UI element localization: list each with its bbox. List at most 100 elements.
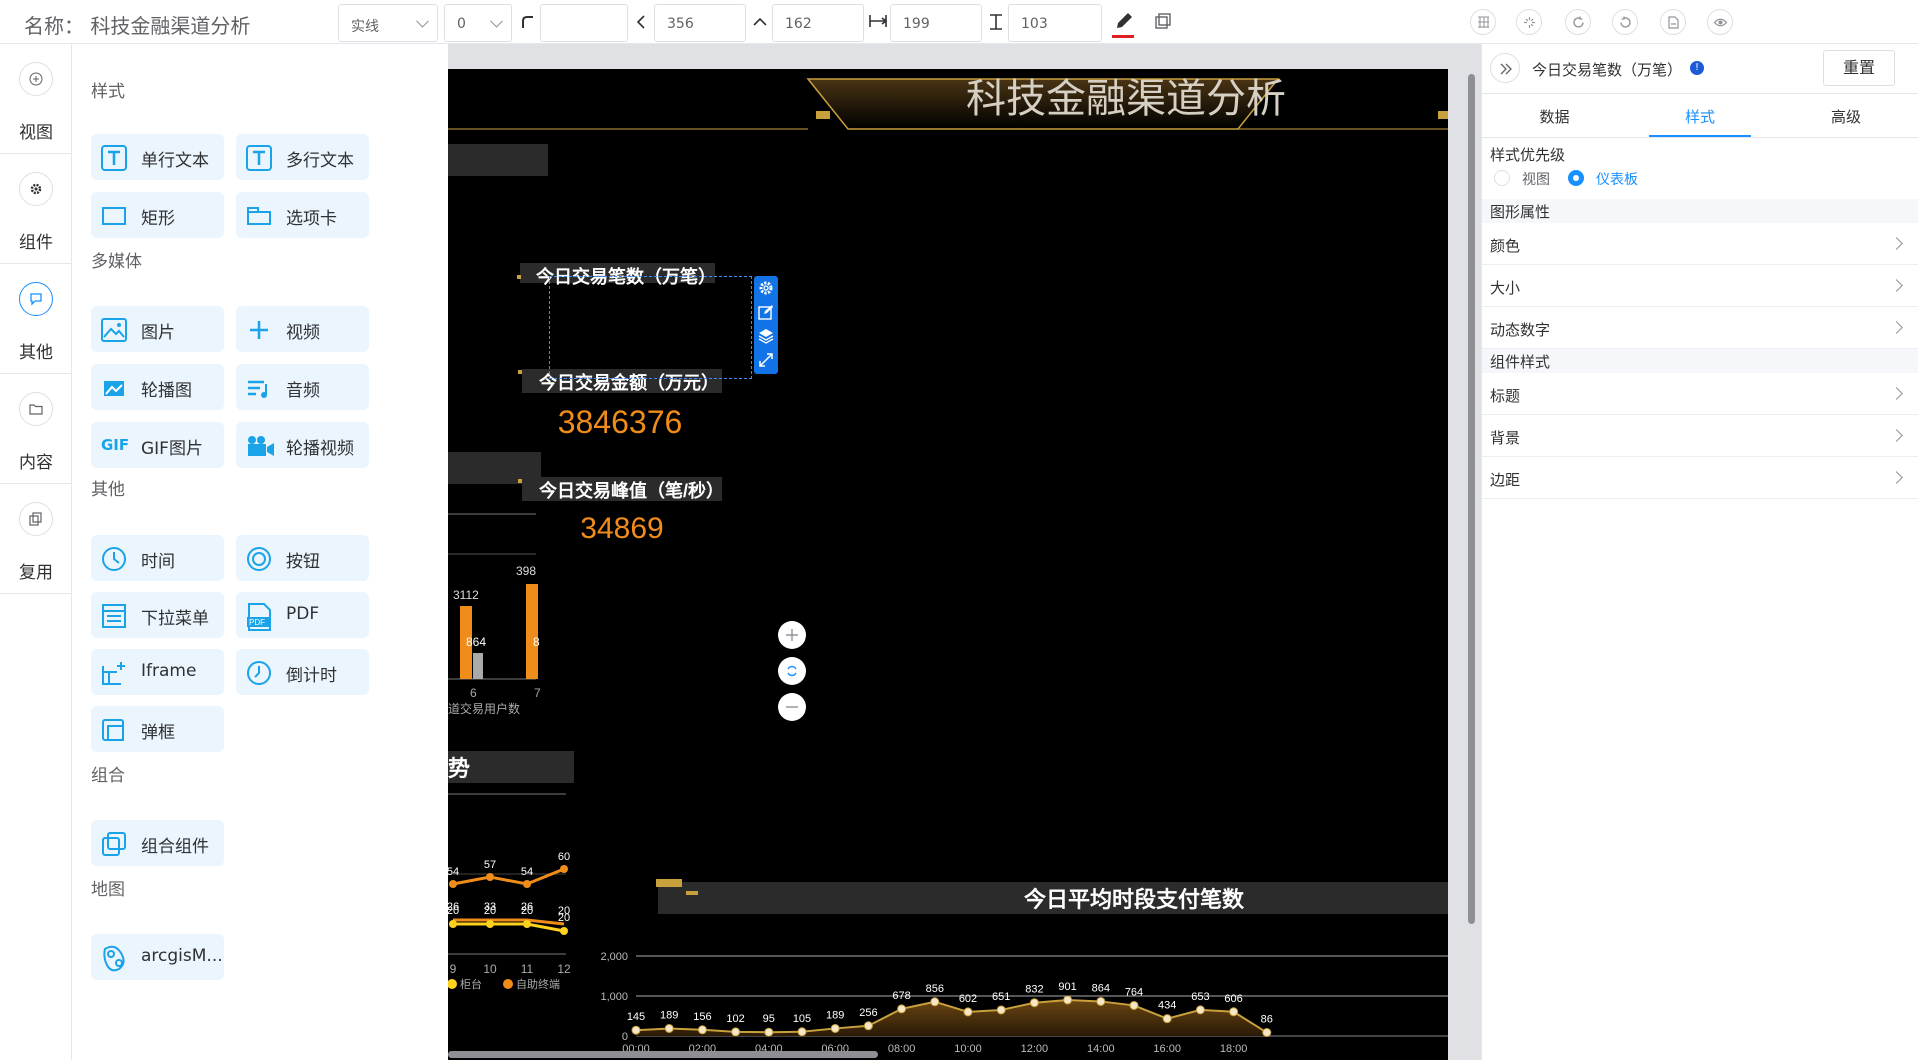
trend-title: 势: [448, 756, 470, 781]
horizontal-scrollbar[interactable]: [448, 1051, 878, 1058]
card-deco: [518, 370, 522, 374]
chat-icon: [19, 282, 53, 316]
dashboard-screen[interactable]: 科技金融渠道分析 3112 398 864 8 6 7 道交易用户数 势 54 2…: [448, 69, 1448, 1060]
multi-line-text-button[interactable]: 多行文本: [236, 134, 369, 180]
corner-input[interactable]: [540, 4, 628, 42]
design-canvas[interactable]: 科技金融渠道分析 3112 398 864 8 6 7 道交易用户数 势 54 2…: [448, 44, 1481, 1060]
collapse-panel-button[interactable]: [1490, 53, 1520, 83]
data-point: [731, 1027, 741, 1037]
carousel-video-button[interactable]: 轮播视频: [236, 422, 369, 468]
info-icon[interactable]: !: [1690, 61, 1704, 75]
radius-select[interactable]: 0: [444, 4, 512, 42]
radio-dashboard-label: 仪表板: [1596, 172, 1638, 188]
zoom-out-button[interactable]: [778, 693, 806, 721]
card-deco: [518, 479, 522, 483]
data-point: [996, 1005, 1006, 1015]
trend-x-tick: 12: [557, 962, 571, 976]
zoom-reset-button[interactable]: [778, 657, 806, 685]
gear-icon[interactable]: [758, 280, 774, 296]
iframe-button[interactable]: Iframe: [91, 649, 224, 695]
redo-icon[interactable]: [1565, 9, 1591, 35]
trend-label: 57: [484, 859, 496, 871]
audio-button[interactable]: 音频: [236, 364, 369, 410]
zoom-in-button[interactable]: [778, 621, 806, 649]
chevron-down-icon: [416, 14, 429, 28]
countdown-button[interactable]: 倒计时: [236, 649, 369, 695]
gif-button[interactable]: GIF GIF图片: [91, 422, 224, 468]
prop-row-background[interactable]: 背景: [1482, 415, 1918, 457]
rectangle-button[interactable]: 矩形: [91, 192, 224, 238]
undo-icon[interactable]: [1612, 9, 1638, 35]
edit-icon[interactable]: [758, 304, 774, 320]
radio-view[interactable]: [1494, 170, 1510, 186]
data-point: [830, 1023, 840, 1033]
dialog-button[interactable]: 弹框: [91, 706, 224, 752]
trend-label: 20: [558, 912, 570, 924]
left-bar-label: 398: [516, 564, 536, 578]
tab-style[interactable]: 样式: [1684, 108, 1715, 126]
reset-button[interactable]: 重置: [1823, 50, 1895, 86]
pen-color-swatch: [1112, 35, 1134, 38]
trend-point: [486, 920, 494, 928]
trend-point: [523, 880, 531, 888]
prop-row-animated-number[interactable]: 动态数字: [1482, 307, 1918, 349]
expand-icon[interactable]: [758, 352, 774, 368]
tab-advanced[interactable]: 高级: [1830, 108, 1861, 126]
preview-icon[interactable]: [1707, 9, 1733, 35]
carousel-button[interactable]: 轮播图: [91, 364, 224, 410]
rail-item-components[interactable]: 组件: [0, 154, 72, 264]
tab-button[interactable]: 选项卡: [236, 192, 369, 238]
button-component-button[interactable]: 按钮: [236, 535, 369, 581]
data-label: 764: [1125, 986, 1143, 998]
rail-item-view[interactable]: 视图: [0, 44, 72, 154]
save-icon[interactable]: [1660, 9, 1686, 35]
pen-color-button[interactable]: [1112, 9, 1136, 39]
chevron-right-icon: [1890, 471, 1903, 484]
selected-component-frame[interactable]: [549, 276, 752, 379]
arcgis-map-button[interactable]: arcgisM...: [91, 934, 224, 980]
pdf-button[interactable]: PDF PDF: [236, 592, 369, 638]
copy-style-icon[interactable]: [1154, 12, 1172, 30]
trend-label: 54: [448, 866, 459, 878]
y-tick-label: 0: [622, 1031, 628, 1043]
prop-row-title[interactable]: 标题: [1482, 373, 1918, 415]
radio-dashboard[interactable]: [1568, 170, 1584, 186]
group-component-button[interactable]: 组合组件: [91, 820, 224, 866]
x-input[interactable]: 356: [654, 4, 746, 42]
trend-header: [448, 751, 574, 783]
data-point: [930, 997, 940, 1007]
copy-icon: [19, 502, 53, 536]
tab-data[interactable]: 数据: [1539, 108, 1570, 126]
single-line-text-button[interactable]: 单行文本: [91, 134, 224, 180]
prop-row-color[interactable]: 颜色: [1482, 223, 1918, 265]
data-point: [1063, 995, 1073, 1005]
dropdown-button[interactable]: 下拉菜单: [91, 592, 224, 638]
prop-row-padding[interactable]: 边距: [1482, 457, 1918, 499]
y-input[interactable]: 162: [772, 4, 864, 42]
chevron-right-icon: [1890, 387, 1903, 400]
line-style-select[interactable]: 实线: [338, 4, 438, 42]
area-line: [635, 998, 1268, 1034]
audio-icon: [248, 380, 267, 398]
trend-label: 26: [521, 901, 533, 913]
left-bar-label: 3112: [453, 588, 479, 602]
rail-item-other[interactable]: 其他: [0, 264, 72, 374]
layers-icon[interactable]: [758, 328, 774, 344]
dashboard-svg: 科技金融渠道分析 3112 398 864 8 6 7 道交易用户数 势 54 2…: [448, 77, 1448, 1055]
section-style: 样式: [91, 82, 125, 102]
trend-label: 20: [484, 905, 496, 917]
time-button[interactable]: 时间: [91, 535, 224, 581]
trend-label: 54: [521, 866, 533, 878]
left-panel-header: [448, 144, 548, 176]
rail-item-reuse[interactable]: 复用: [0, 484, 72, 594]
height-input[interactable]: 103: [1008, 4, 1102, 42]
prop-row-size[interactable]: 大小: [1482, 265, 1918, 307]
data-point: [1262, 1028, 1272, 1038]
width-input[interactable]: 199: [890, 4, 982, 42]
rail-item-content[interactable]: 内容: [0, 374, 72, 484]
vertical-scrollbar[interactable]: [1468, 74, 1475, 924]
video-button[interactable]: 视频: [236, 306, 369, 352]
image-button[interactable]: 图片: [91, 306, 224, 352]
magic-icon[interactable]: [1516, 9, 1542, 35]
grid-icon[interactable]: [1470, 9, 1496, 35]
